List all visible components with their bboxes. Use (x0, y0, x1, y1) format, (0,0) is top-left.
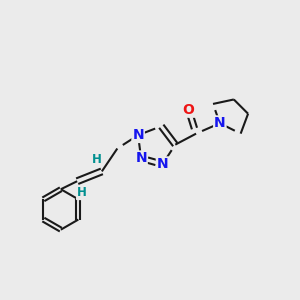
Text: O: O (183, 103, 195, 117)
Text: H: H (92, 153, 102, 166)
Text: N: N (135, 151, 147, 165)
Text: H: H (77, 186, 87, 199)
Text: N: N (157, 157, 168, 171)
Text: N: N (214, 116, 226, 130)
Text: N: N (132, 128, 144, 142)
